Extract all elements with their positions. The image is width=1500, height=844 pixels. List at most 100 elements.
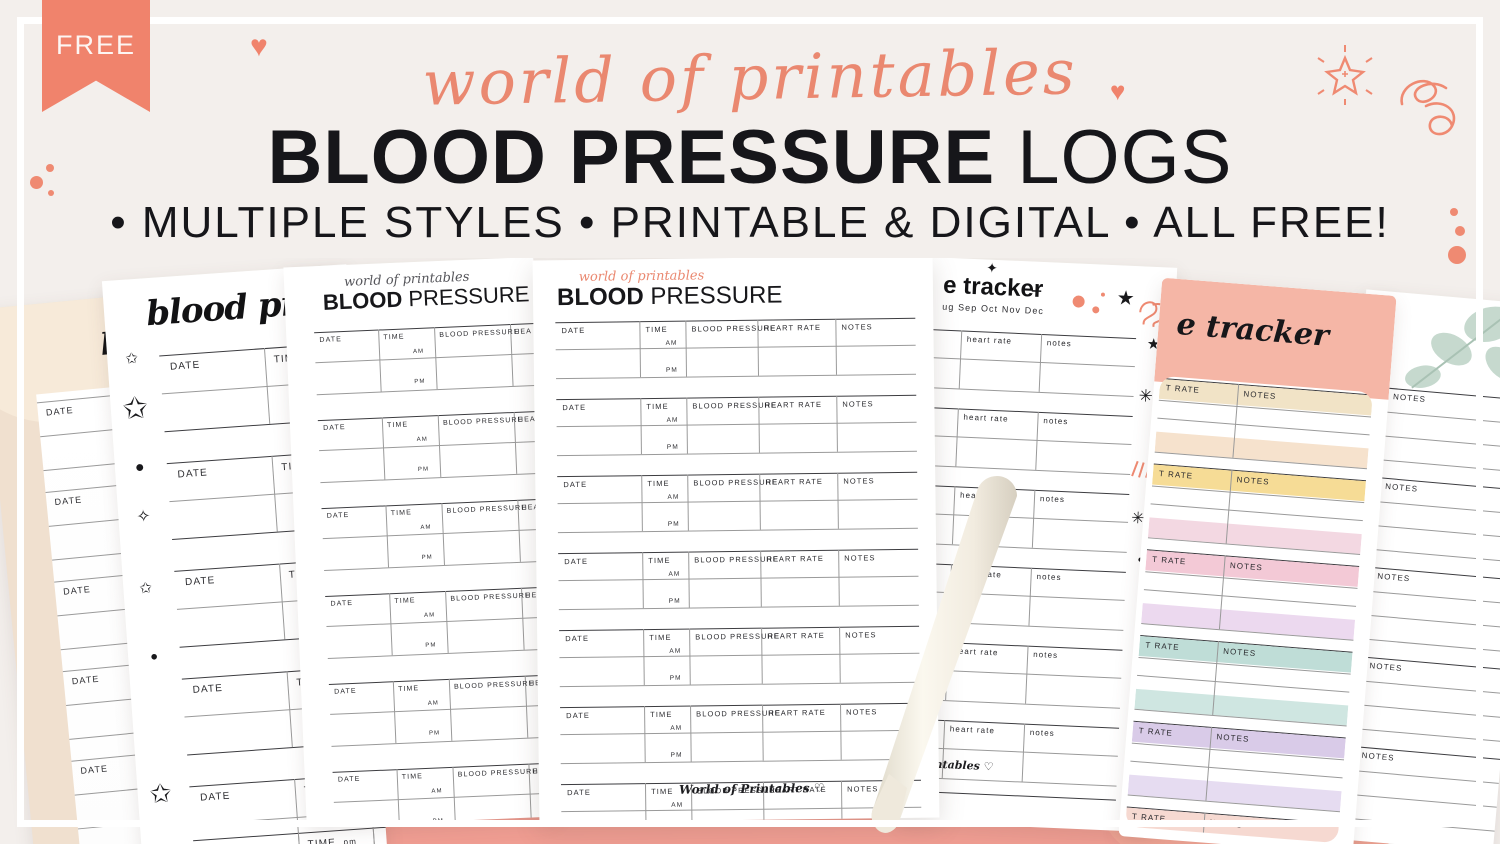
plus-doodle-icon: ✛	[1030, 283, 1043, 299]
col-hr: HEA	[514, 328, 533, 336]
col-date: DATE	[319, 336, 343, 345]
time-am: AM	[420, 524, 432, 531]
sparkle-doodle-icon: ✳	[1138, 386, 1154, 406]
free-badge-label: FREE	[55, 30, 136, 60]
blood-pressure-pastel-tracker-sheet[interactable]: e tracker T RATE NOTES	[1118, 277, 1397, 844]
col-heart-rate: HEART RATE	[764, 399, 823, 410]
log-entry-block[interactable]: DATE TIME BLOOD PRESSURE HEART RATE NOTE…	[556, 394, 917, 461]
heart-icon: ♥	[250, 30, 268, 63]
col-time: TIME	[646, 401, 669, 412]
col-bp: BLOOD PRESSURE	[439, 328, 520, 340]
col-time: TIME	[383, 333, 405, 342]
col-notes: notes	[1043, 416, 1069, 427]
sheet3-title-light: PRESSURE	[407, 281, 530, 312]
time-am: AM	[670, 724, 683, 732]
col-time: TIME	[645, 324, 668, 335]
col-bp: BLOOD PRESSURE	[442, 416, 524, 427]
star-outline-icon: ✩	[124, 349, 139, 368]
time-am: AM	[423, 612, 436, 619]
time-am: AM	[671, 801, 684, 809]
col-heart-rate: heart rate	[963, 412, 1009, 424]
time-pm: PM	[667, 520, 680, 528]
spiral-swirl-icon	[1400, 79, 1456, 136]
sparkle-icon: ✧	[135, 506, 152, 527]
col-date: DATE	[326, 511, 350, 520]
time-pm: PM	[421, 554, 433, 561]
col-time: TIME	[647, 478, 670, 489]
time-am: AM	[668, 570, 681, 578]
col-notes: NOTES	[1376, 571, 1411, 584]
col-heart-rate: HEART RATE	[768, 707, 826, 718]
col-bp: BLOOD PRESSURE	[446, 504, 528, 515]
col-hr: HEA	[517, 416, 536, 424]
dot-cluster-icon	[1448, 246, 1466, 264]
col-date: DATE	[62, 584, 92, 597]
time-am: AM	[431, 788, 443, 795]
dot-icon: ●	[134, 458, 146, 477]
main-title: BLOOD PRESSURE	[557, 281, 783, 312]
col-heart-rate: heart rate	[966, 334, 1013, 346]
time-pm: PM	[425, 642, 437, 649]
time-am: AM	[666, 416, 679, 424]
col-date: DATE	[54, 494, 83, 508]
col-date: DATE	[177, 467, 209, 481]
time-am: AM	[427, 700, 440, 707]
dot-cluster-icon	[1450, 208, 1458, 216]
col-date: DATE	[199, 790, 231, 804]
dot-cluster-icon	[1455, 226, 1465, 236]
heart-icon: ♥	[1110, 76, 1126, 106]
dot-cluster-icon	[48, 190, 54, 196]
col-heart-rate: HEART RATE	[766, 553, 824, 564]
dot-cluster-icon	[46, 164, 54, 172]
time-am: AM	[669, 647, 682, 655]
time-am: AM	[667, 493, 680, 501]
log-entry-block[interactable]: DATE TIME BLOOD PRESSURE HEART RATE NOTE…	[555, 317, 917, 384]
blood-pressure-classic-left-sheet[interactable]: world of printables BLOOD PRESSURE DATE …	[283, 257, 557, 827]
col-date: DATE	[184, 575, 216, 589]
time-pm: PM	[670, 751, 683, 759]
col-heart-rate: HEART RATE	[767, 630, 825, 641]
col-notes: NOTES	[1384, 481, 1419, 494]
time-pm: PM	[668, 597, 681, 605]
dot-cluster-icon	[30, 176, 43, 189]
col-time: TIME	[650, 709, 673, 720]
col-date: DATE	[565, 633, 590, 644]
time-pm: PM	[414, 378, 426, 386]
col-heart-rate: HEART RATE	[765, 476, 824, 487]
time-pm: PM	[417, 466, 430, 474]
stylus-pen	[871, 476, 1017, 833]
main-sheet-footer-brand: World of Printables ♡	[678, 780, 825, 797]
star-doodle-icon: ✦	[985, 259, 999, 276]
page-title: BLOOD PRESSURE LOGS	[0, 120, 1500, 196]
col-notes: NOTES	[1369, 661, 1403, 673]
col-time: TIME	[649, 632, 672, 643]
col-date: DATE	[567, 787, 591, 798]
col-date: DATE	[79, 763, 109, 776]
col-time: TIME	[398, 685, 420, 694]
time-pm: PM	[665, 366, 678, 374]
star-outline-icon: ✩	[138, 579, 153, 598]
col-time: TIME	[307, 837, 337, 844]
tagline: • MULTIPLE STYLES • PRINTABLE & DIGITAL …	[110, 198, 1390, 247]
col-date: DATE	[564, 556, 589, 567]
col-notes: notes	[1046, 338, 1073, 349]
main-title-bold: BLOOD	[556, 283, 644, 312]
star-doodle-icon: ✩	[148, 777, 173, 810]
col-date: DATE	[562, 402, 587, 413]
col-heart-rate: HEART RATE	[763, 322, 822, 333]
col-time: TIME	[648, 555, 671, 566]
tracker-months: ug Sep Oct Nov Dec	[942, 301, 1045, 317]
main-title-light: PRESSURE	[650, 281, 783, 311]
col-notes: NOTES	[1361, 750, 1396, 763]
star-doodle-icon: ✩	[121, 391, 150, 427]
col-notes: NOTES	[1392, 392, 1427, 405]
time-pm: PM	[666, 443, 679, 451]
col-time: TIME	[651, 786, 674, 797]
dot-icon: ●	[149, 648, 159, 664]
time-am: AM	[416, 436, 429, 444]
col-time: TIME	[386, 421, 409, 430]
time-am: AM	[665, 339, 678, 347]
col-notes: NOTES	[842, 399, 874, 409]
col-bp: BLOOD PRESSURE	[457, 768, 539, 779]
